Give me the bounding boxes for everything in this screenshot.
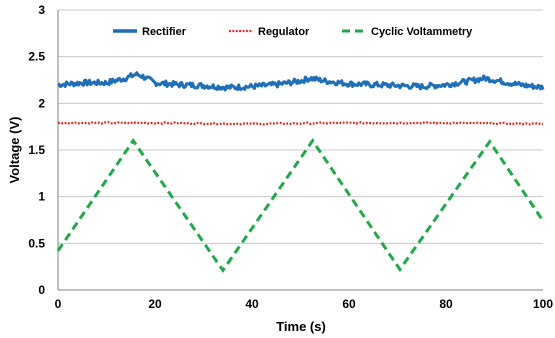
legend-cyclic-voltammetry: Cyclic Voltammetry: [342, 26, 473, 38]
y-tick-label: 2.5: [28, 50, 45, 64]
series-layer: [56, 71, 545, 274]
series-line-rectifier: [57, 71, 545, 92]
x-tick-label: 0: [55, 297, 62, 311]
x-tick-label: 60: [342, 297, 356, 311]
x-axis-tick-labels: 0 20 40 60 80 100: [55, 297, 554, 311]
legend-rectifier: Rectifier: [113, 26, 187, 38]
x-axis-title: Time (s): [276, 319, 326, 334]
y-axis-title: Voltage (V): [7, 117, 22, 184]
grid-lines: [58, 9, 543, 244]
legend-regulator: Regulator: [229, 26, 310, 38]
y-tick-label: 1.5: [28, 143, 45, 157]
legend: Rectifier Regulator Cyclic Voltammetry: [113, 26, 473, 38]
y-tick-label: 1: [38, 190, 45, 204]
legend-label: Cyclic Voltammetry: [371, 26, 473, 38]
plot-area: [57, 10, 543, 291]
y-axis-tick-labels: 0 0.5 1 1.5 2 2.5 3: [28, 3, 45, 297]
series-line-regulator: [57, 121, 544, 126]
x-tick-label: 100: [533, 297, 553, 311]
legend-label: Regulator: [258, 26, 310, 38]
y-tick-label: 0.5: [28, 236, 45, 250]
x-tick-label: 40: [245, 297, 259, 311]
x-tick-label: 20: [148, 297, 162, 311]
y-tick-label: 0: [38, 283, 45, 297]
x-tick-label: 80: [439, 297, 453, 311]
y-tick-label: 2: [38, 96, 45, 110]
series-line-cyclic-voltammetry: [56, 138, 545, 274]
legend-label: Rectifier: [142, 26, 187, 38]
y-tick-label: 3: [38, 3, 45, 17]
